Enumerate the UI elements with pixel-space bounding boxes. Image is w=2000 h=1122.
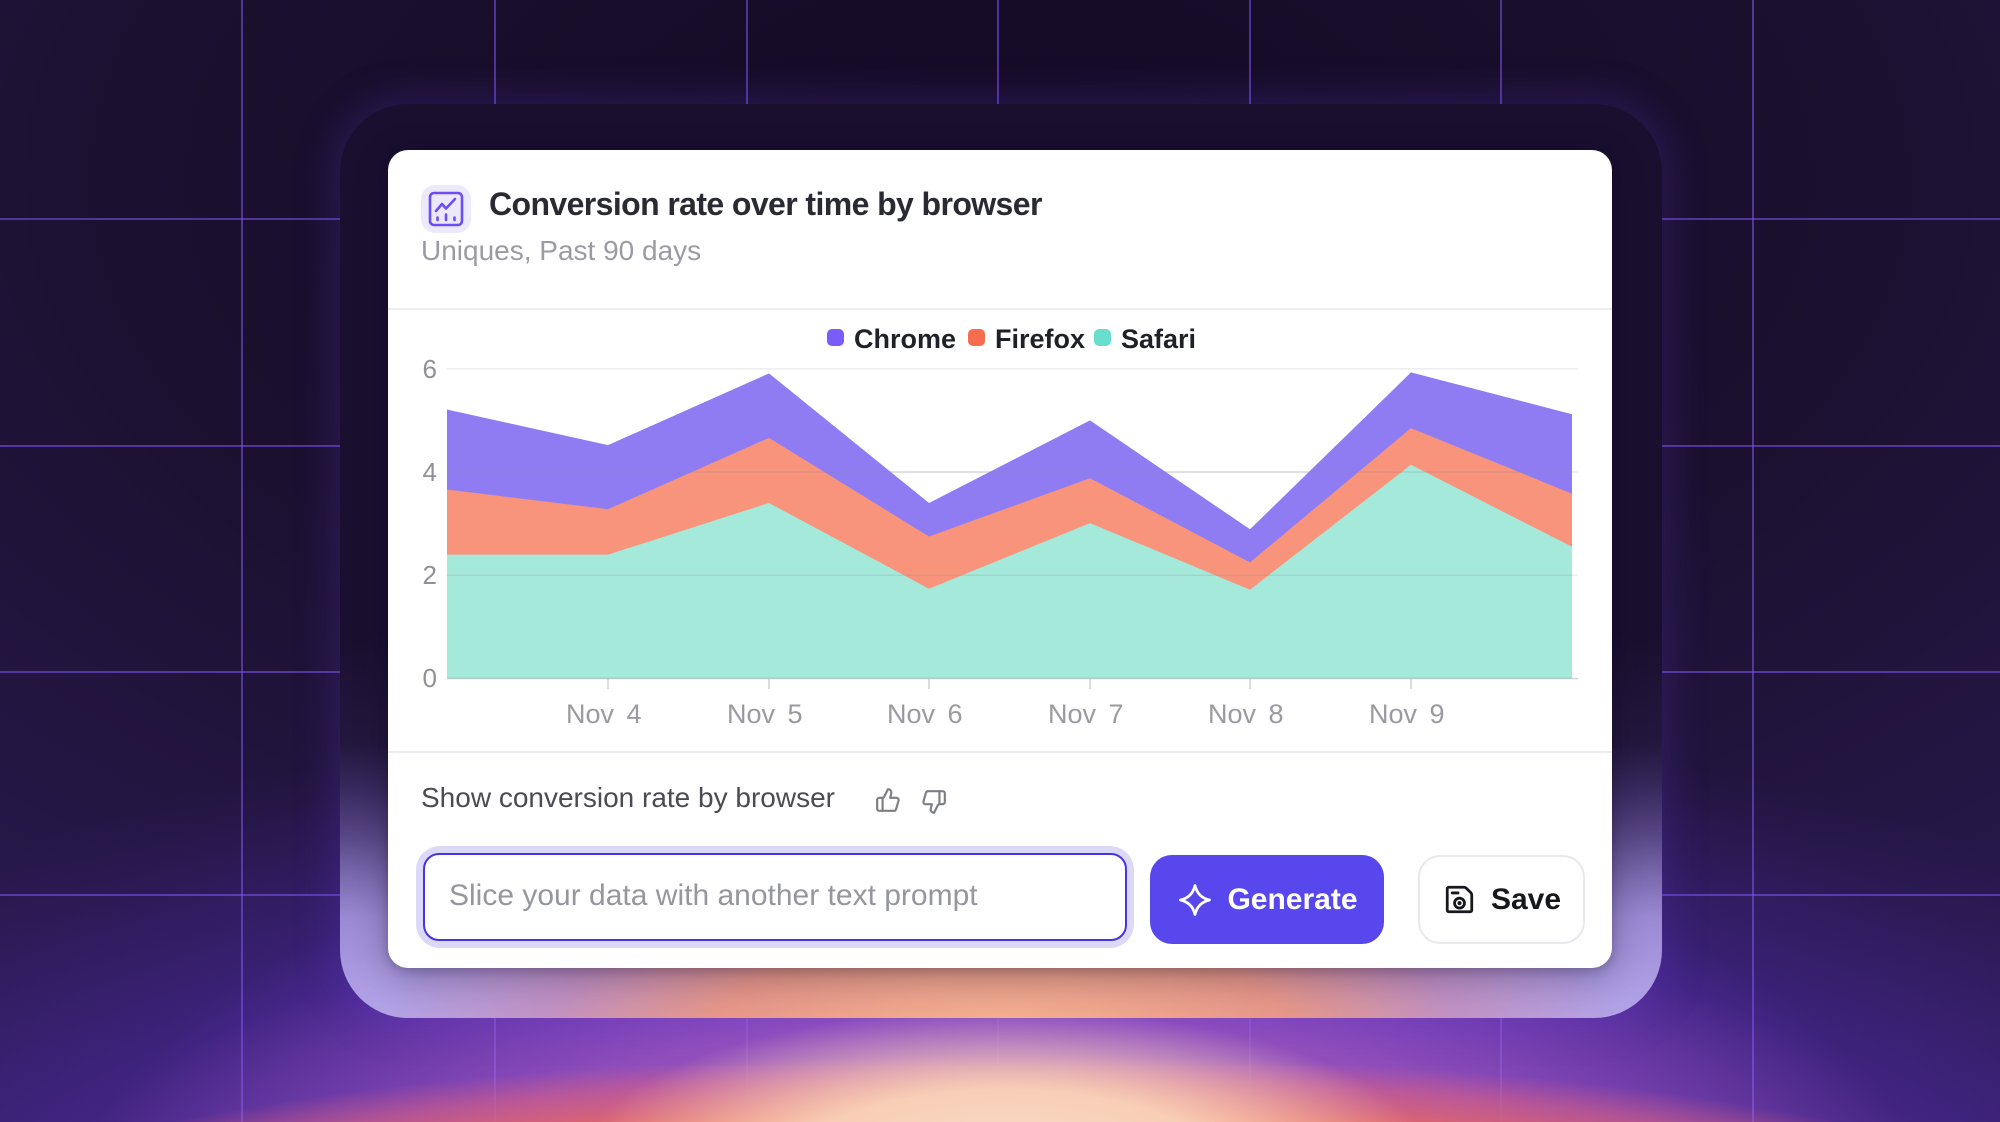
svg-text:6: 6: [947, 699, 962, 729]
svg-text:9: 9: [1429, 699, 1444, 729]
svg-text:4: 4: [423, 457, 437, 487]
svg-text:Nov: Nov: [727, 699, 776, 729]
svg-text:0: 0: [423, 663, 437, 693]
svg-text:7: 7: [1108, 699, 1123, 729]
svg-text:Nov: Nov: [1208, 699, 1257, 729]
svg-text:8: 8: [1268, 699, 1283, 729]
svg-text:Nov: Nov: [887, 699, 936, 729]
svg-text:4: 4: [626, 699, 641, 729]
svg-text:Nov: Nov: [1369, 699, 1418, 729]
svg-text:Nov: Nov: [566, 699, 615, 729]
svg-text:6: 6: [423, 354, 437, 384]
svg-text:2: 2: [423, 560, 437, 590]
svg-text:5: 5: [787, 699, 802, 729]
svg-text:Nov: Nov: [1048, 699, 1097, 729]
